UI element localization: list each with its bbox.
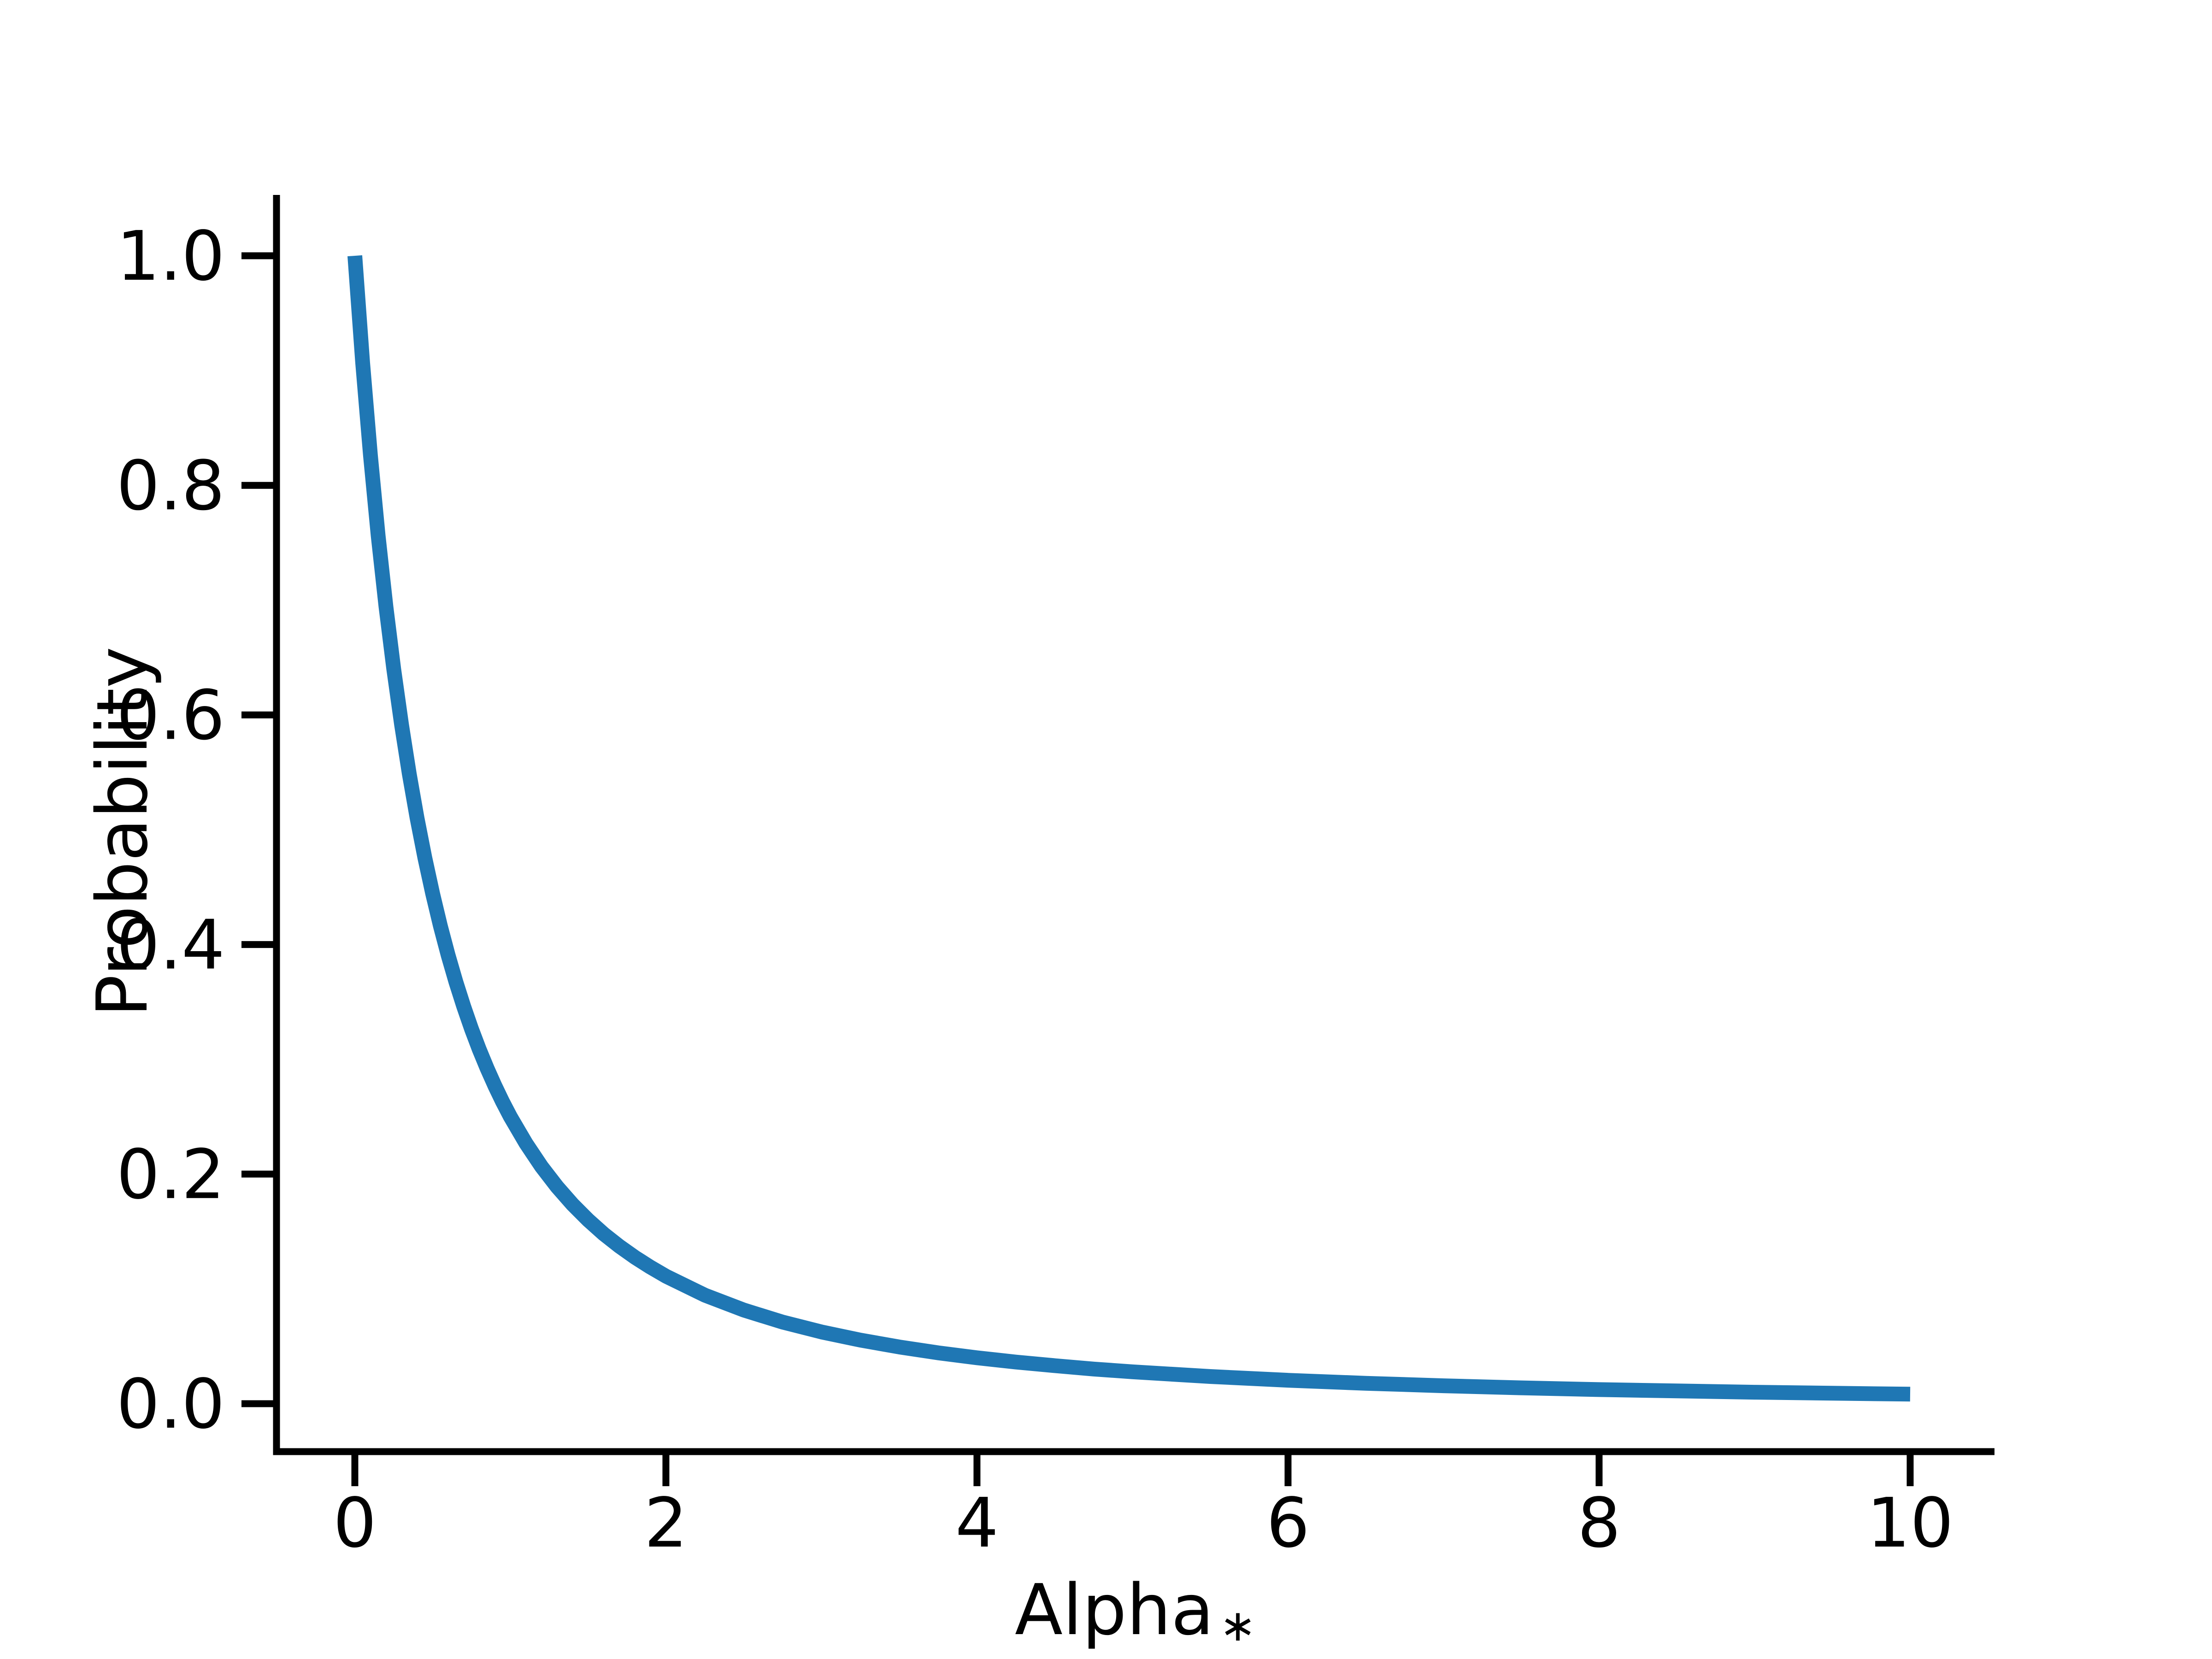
x-tick-label: 6 [1266,1483,1310,1563]
x-axis-label-subscript-asterisk: ∗ [1219,1600,1256,1651]
x-axis-label-text: Alpha [1015,1569,1214,1651]
y-tick-label: 0.2 [117,1135,225,1214]
y-tick-label: 0.0 [117,1365,225,1444]
y-tick-label: 1.0 [117,217,225,296]
x-axis-label: Alpha ∗ [1015,1569,1256,1651]
y-axis-label: Probability [82,647,163,1017]
x-tick-label: 2 [644,1483,688,1563]
x-tick-label: 10 [1867,1483,1953,1563]
x-tick-marks [351,1455,1914,1486]
y-tick-label: 0.8 [117,446,225,525]
x-tick-label: 4 [955,1483,999,1563]
y-tick-marks [241,252,273,1407]
x-tick-label: 8 [1577,1483,1621,1563]
probability-curve [347,255,1911,1402]
y-tick-label: 0.6 [117,676,225,755]
y-tick-labels: 0.0 0.2 0.4 0.6 0.8 1.0 [117,217,225,1444]
x-tick-labels: 0 2 4 6 8 10 [333,1483,1953,1563]
y-tick-label: 0.4 [117,906,225,985]
x-tick-label: 0 [333,1483,377,1563]
